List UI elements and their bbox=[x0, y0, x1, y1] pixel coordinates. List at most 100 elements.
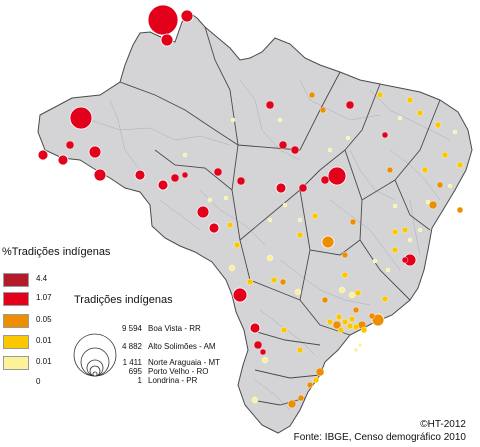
map-symbol bbox=[147, 4, 179, 36]
source-credit: Fonte: IBGE, Censo demográfico 2010 bbox=[293, 432, 466, 443]
legend-swatch bbox=[3, 292, 29, 306]
map-symbol bbox=[421, 166, 429, 174]
map-symbol bbox=[279, 278, 287, 286]
map-symbol bbox=[341, 271, 349, 279]
map-symbol bbox=[207, 197, 213, 203]
map-symbol bbox=[337, 326, 345, 334]
map-symbol bbox=[327, 166, 347, 186]
map-symbol bbox=[416, 109, 424, 117]
map-symbol bbox=[326, 318, 334, 326]
map-symbol bbox=[275, 182, 287, 194]
map-symbol bbox=[346, 322, 354, 330]
map-symbol bbox=[287, 399, 297, 409]
map-symbol bbox=[297, 217, 303, 223]
map-symbol bbox=[294, 288, 302, 296]
map-symbol bbox=[381, 131, 389, 139]
map-symbol bbox=[308, 91, 316, 99]
map-symbol bbox=[338, 286, 346, 294]
map-symbol bbox=[360, 326, 368, 334]
map-symbol bbox=[312, 376, 320, 384]
size-legend-value: 1 bbox=[137, 376, 142, 385]
map-symbol bbox=[417, 227, 423, 233]
map-symbol bbox=[436, 181, 444, 189]
legend-swatch-label: 0 bbox=[36, 377, 41, 386]
map-symbol bbox=[372, 258, 378, 264]
map-symbol bbox=[230, 117, 236, 123]
size-legend-circle bbox=[92, 371, 98, 377]
map-symbol bbox=[233, 241, 241, 249]
map-symbol bbox=[134, 169, 146, 181]
country-outline bbox=[37, 12, 473, 434]
proportional-symbols bbox=[37, 4, 464, 409]
map-symbol bbox=[391, 228, 399, 236]
map-symbol bbox=[297, 394, 305, 402]
map-symbol bbox=[428, 200, 438, 210]
map-symbol bbox=[327, 147, 333, 153]
map-symbol bbox=[407, 237, 413, 243]
size-legend-place: Norte Araguaia - MT bbox=[148, 358, 221, 367]
map-symbol bbox=[341, 251, 349, 259]
map-symbol bbox=[321, 235, 335, 249]
map-symbol bbox=[332, 320, 342, 330]
map-symbol bbox=[181, 171, 189, 179]
map-symbol bbox=[266, 254, 274, 262]
map-symbol bbox=[296, 346, 304, 354]
map-symbol bbox=[196, 205, 210, 219]
map-symbol bbox=[401, 226, 409, 234]
legend-swatch bbox=[3, 273, 29, 287]
map-symbol bbox=[88, 145, 102, 159]
map-symbol bbox=[319, 106, 327, 114]
percent-legend-title: %Tradições indígenas bbox=[2, 246, 111, 258]
map-symbol bbox=[406, 96, 414, 104]
map-symbol bbox=[232, 287, 248, 303]
size-legend-place: Boa Vista - RR bbox=[148, 324, 201, 333]
map-symbol bbox=[392, 203, 398, 209]
map-symbol bbox=[456, 206, 464, 214]
map-symbol bbox=[447, 183, 453, 189]
municipality-borders bbox=[89, 79, 451, 411]
map-symbol bbox=[69, 106, 93, 130]
map-symbol bbox=[213, 167, 223, 177]
legend-swatch-label: 4.4 bbox=[36, 274, 48, 283]
map-symbol bbox=[352, 323, 360, 331]
legend-swatch-label: 1.07 bbox=[36, 293, 52, 302]
size-legend-place: Porto Velho - RO bbox=[148, 367, 209, 376]
map-symbol bbox=[261, 356, 269, 364]
legend-swatch bbox=[3, 335, 29, 349]
map-symbol bbox=[345, 135, 351, 141]
map-symbol bbox=[270, 276, 278, 284]
map-symbol bbox=[391, 246, 399, 254]
map-symbol bbox=[208, 222, 220, 234]
map-symbol bbox=[226, 221, 234, 229]
legend-swatch-label: 0.01 bbox=[36, 336, 52, 345]
map-symbol bbox=[348, 291, 356, 299]
map-symbol bbox=[170, 173, 180, 183]
map-symbol bbox=[385, 267, 391, 273]
map-symbol bbox=[249, 322, 261, 334]
map-symbol bbox=[345, 100, 355, 110]
map-symbol bbox=[348, 315, 356, 323]
map-symbol bbox=[315, 367, 325, 377]
map-symbol bbox=[401, 256, 409, 264]
map-symbol bbox=[298, 183, 308, 193]
map-symbol bbox=[352, 306, 360, 314]
map-symbol bbox=[182, 152, 188, 158]
map-symbol bbox=[353, 347, 359, 353]
size-legend-value: 4 882 bbox=[121, 342, 142, 351]
map-symbol bbox=[341, 318, 349, 326]
map-symbol bbox=[290, 145, 300, 155]
map-symbol bbox=[376, 91, 384, 99]
map-symbol bbox=[280, 326, 288, 334]
map-symbol bbox=[441, 151, 449, 159]
map-symbol bbox=[246, 278, 254, 286]
size-legend-place: Londrina - PR bbox=[148, 376, 198, 385]
map-symbol bbox=[386, 166, 394, 174]
map-symbol bbox=[265, 100, 275, 110]
legend-swatch-label: 0.01 bbox=[36, 357, 52, 366]
size-legend-value: 9 594 bbox=[121, 324, 142, 333]
size-legend-place: Alto Solimões - AM bbox=[148, 342, 216, 351]
size-legend-title: Tradições indígenas bbox=[74, 294, 173, 306]
legend-swatch bbox=[3, 376, 29, 390]
map-symbol bbox=[320, 175, 330, 185]
map-symbol bbox=[306, 381, 314, 389]
